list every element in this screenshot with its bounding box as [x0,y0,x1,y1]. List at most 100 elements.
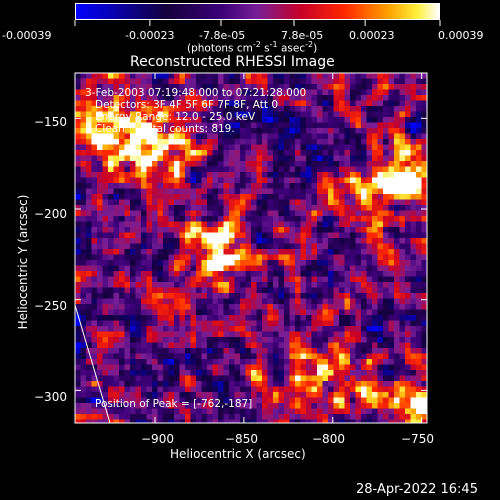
heatmap-cell [124,342,131,349]
heatmap-cell [405,375,411,382]
heatmap-cell [86,150,92,156]
heatmap-cell [91,205,98,211]
heatmap-cell [405,392,411,398]
heatmap-cell [185,375,191,382]
heatmap-cell [306,73,312,79]
heatmap-cell [146,117,153,123]
heatmap-cell [405,408,411,415]
heatmap-cell [113,150,120,156]
heatmap-cell [388,216,395,222]
heatmap-cell [273,254,279,261]
heatmap-cell [421,392,427,398]
heatmap-cell [91,243,98,250]
heatmap-cell [185,210,191,217]
heatmap-cell [361,276,367,283]
heatmap-cell [218,304,224,310]
heatmap-cell [366,221,373,228]
heatmap-cell [388,293,395,299]
heatmap-cell [124,386,131,393]
heatmap-cell [306,403,312,409]
heatmap-cell [284,397,290,404]
heatmap-cell [306,183,312,189]
heatmap-cell [262,194,268,200]
heatmap-cell [229,260,235,266]
heatmap-cell [168,359,175,365]
heatmap-cell [97,353,103,360]
heatmap-cell [146,287,153,294]
heatmap-cell [339,364,345,371]
heatmap-cell [190,265,197,272]
heatmap-cell [218,392,224,398]
heatmap-cell [168,150,175,156]
heatmap-cell [185,106,191,112]
heatmap-cell [174,326,180,332]
heatmap-cell [399,199,406,206]
heatmap-cell [223,78,230,85]
heatmap-cell [168,353,175,360]
heatmap-cell [108,100,114,107]
heatmap-cell [146,397,153,404]
heatmap-cell [350,304,356,310]
heatmap-cell [97,337,103,343]
heatmap-cell [366,139,373,145]
heatmap-cell [405,238,411,244]
heatmap-cell [152,210,158,217]
heatmap-cell [113,238,120,244]
heatmap-cell [135,309,142,316]
heatmap-cell [377,144,384,151]
heatmap-cell [108,315,114,321]
heatmap-cell [421,271,427,277]
heatmap-cell [229,199,235,206]
heatmap-cell [394,392,400,398]
heatmap-cell [317,309,323,316]
heatmap-cell [201,342,208,349]
heatmap-cell [163,326,169,332]
heatmap-cell [333,359,340,365]
heatmap-cell [108,249,114,255]
heatmap-cell [174,331,180,338]
heatmap-cell [124,227,131,233]
heatmap-cell [361,271,367,277]
heatmap-cell [251,100,257,107]
heatmap-cell [306,95,312,101]
heatmap-cell [355,95,362,101]
heatmap-cell [262,265,268,272]
heatmap-cell [80,117,87,123]
heatmap-cell [300,221,307,228]
heatmap-cell [273,238,279,244]
heatmap-cell [289,205,296,211]
heatmap-cell [289,337,296,343]
heatmap-cell [163,183,169,189]
heatmap-cell [146,205,153,211]
heatmap-cell [229,403,235,409]
heatmap-cell [157,210,164,217]
heatmap-cell [410,331,417,338]
heatmap-cell [119,348,125,354]
heatmap-cell [201,414,208,420]
heatmap-cell [372,276,378,283]
heatmap-cell [289,353,296,360]
heatmap-cell [80,177,87,184]
heatmap-cell [377,117,384,123]
heatmap-cell [174,177,180,184]
heatmap-cell [168,304,175,310]
heatmap-cell [333,353,340,360]
heatmap-cell [223,364,230,371]
heatmap-cell [146,392,153,398]
heatmap-cell [119,326,125,332]
heatmap-cell [91,117,98,123]
heatmap-cell [245,188,252,195]
heatmap-cell [361,408,367,415]
heatmap-cell [234,155,241,162]
heatmap-cell [317,403,323,409]
heatmap-cell [196,276,202,283]
heatmap-cell [322,265,329,272]
heatmap-cell [130,238,136,244]
heatmap-cell [333,78,340,85]
heatmap-cell [339,95,345,101]
heatmap-cell [102,320,109,327]
heatmap-cell [218,78,224,85]
heatmap-cell [102,370,109,376]
heatmap-cell [174,249,180,255]
heatmap-cell [311,342,318,349]
